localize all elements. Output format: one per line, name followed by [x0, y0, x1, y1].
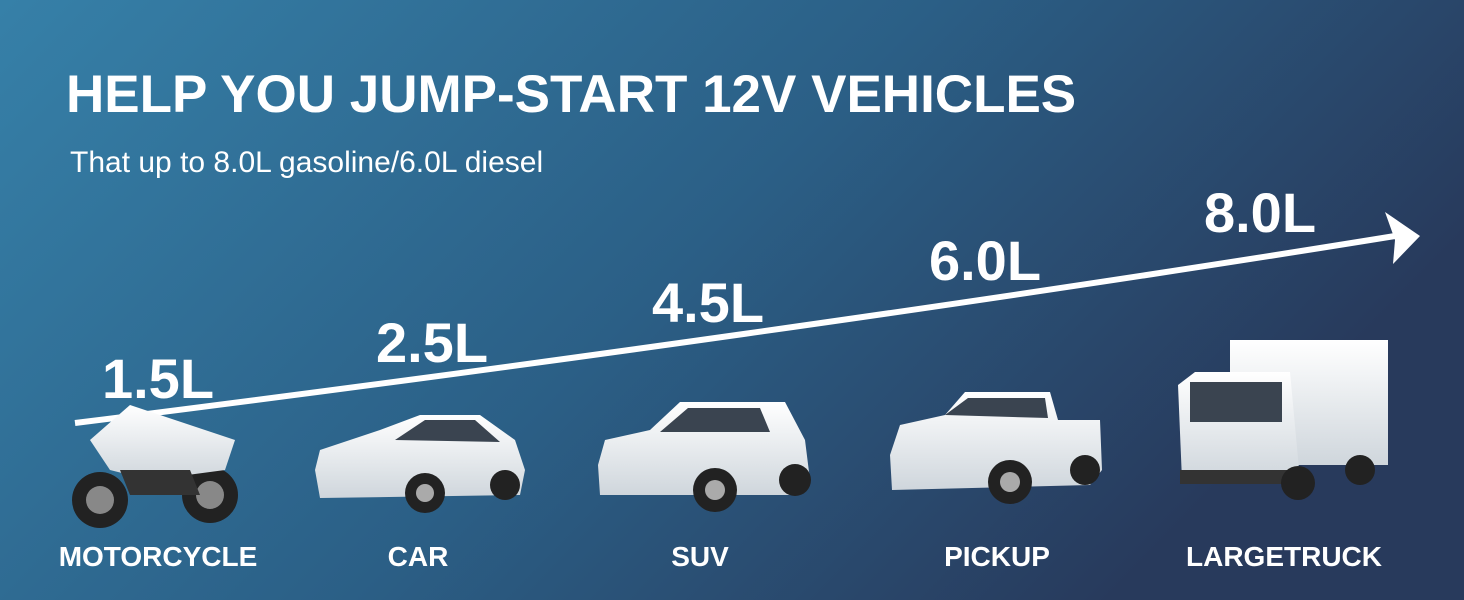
capacity-label: 8.0L: [1204, 181, 1316, 244]
subtitle: That up to 8.0L gasoline/6.0L diesel: [70, 146, 543, 179]
pickup-icon: [890, 392, 1102, 504]
vehicle-labels: 1.5L MOTORCYCLE 2.5L CAR 4.5L SUV 6.0L PICKUP 8.…: [59, 181, 1382, 572]
title: HELP YOU JUMP-START 12V VEHICLES: [66, 65, 1076, 124]
vehicle-label: LARGETRUCK: [1186, 541, 1382, 572]
vehicle-label: CAR: [388, 541, 449, 572]
vehicle-label: PICKUP: [944, 541, 1050, 572]
motorcycle-icon: [72, 405, 238, 528]
car-icon: [315, 415, 525, 513]
capacity-label: 6.0L: [929, 229, 1041, 292]
vehicle-label: SUV: [671, 541, 729, 572]
vehicle-label: MOTORCYCLE: [59, 541, 258, 572]
trend-arrow: [74, 233, 1396, 426]
arrow-head: [1385, 212, 1420, 264]
truck-icon: [1178, 340, 1388, 500]
capacity-label: 4.5L: [652, 271, 764, 334]
capacity-label: 2.5L: [376, 311, 488, 374]
capacity-label: 1.5L: [102, 347, 214, 410]
suv-icon: [598, 402, 811, 512]
